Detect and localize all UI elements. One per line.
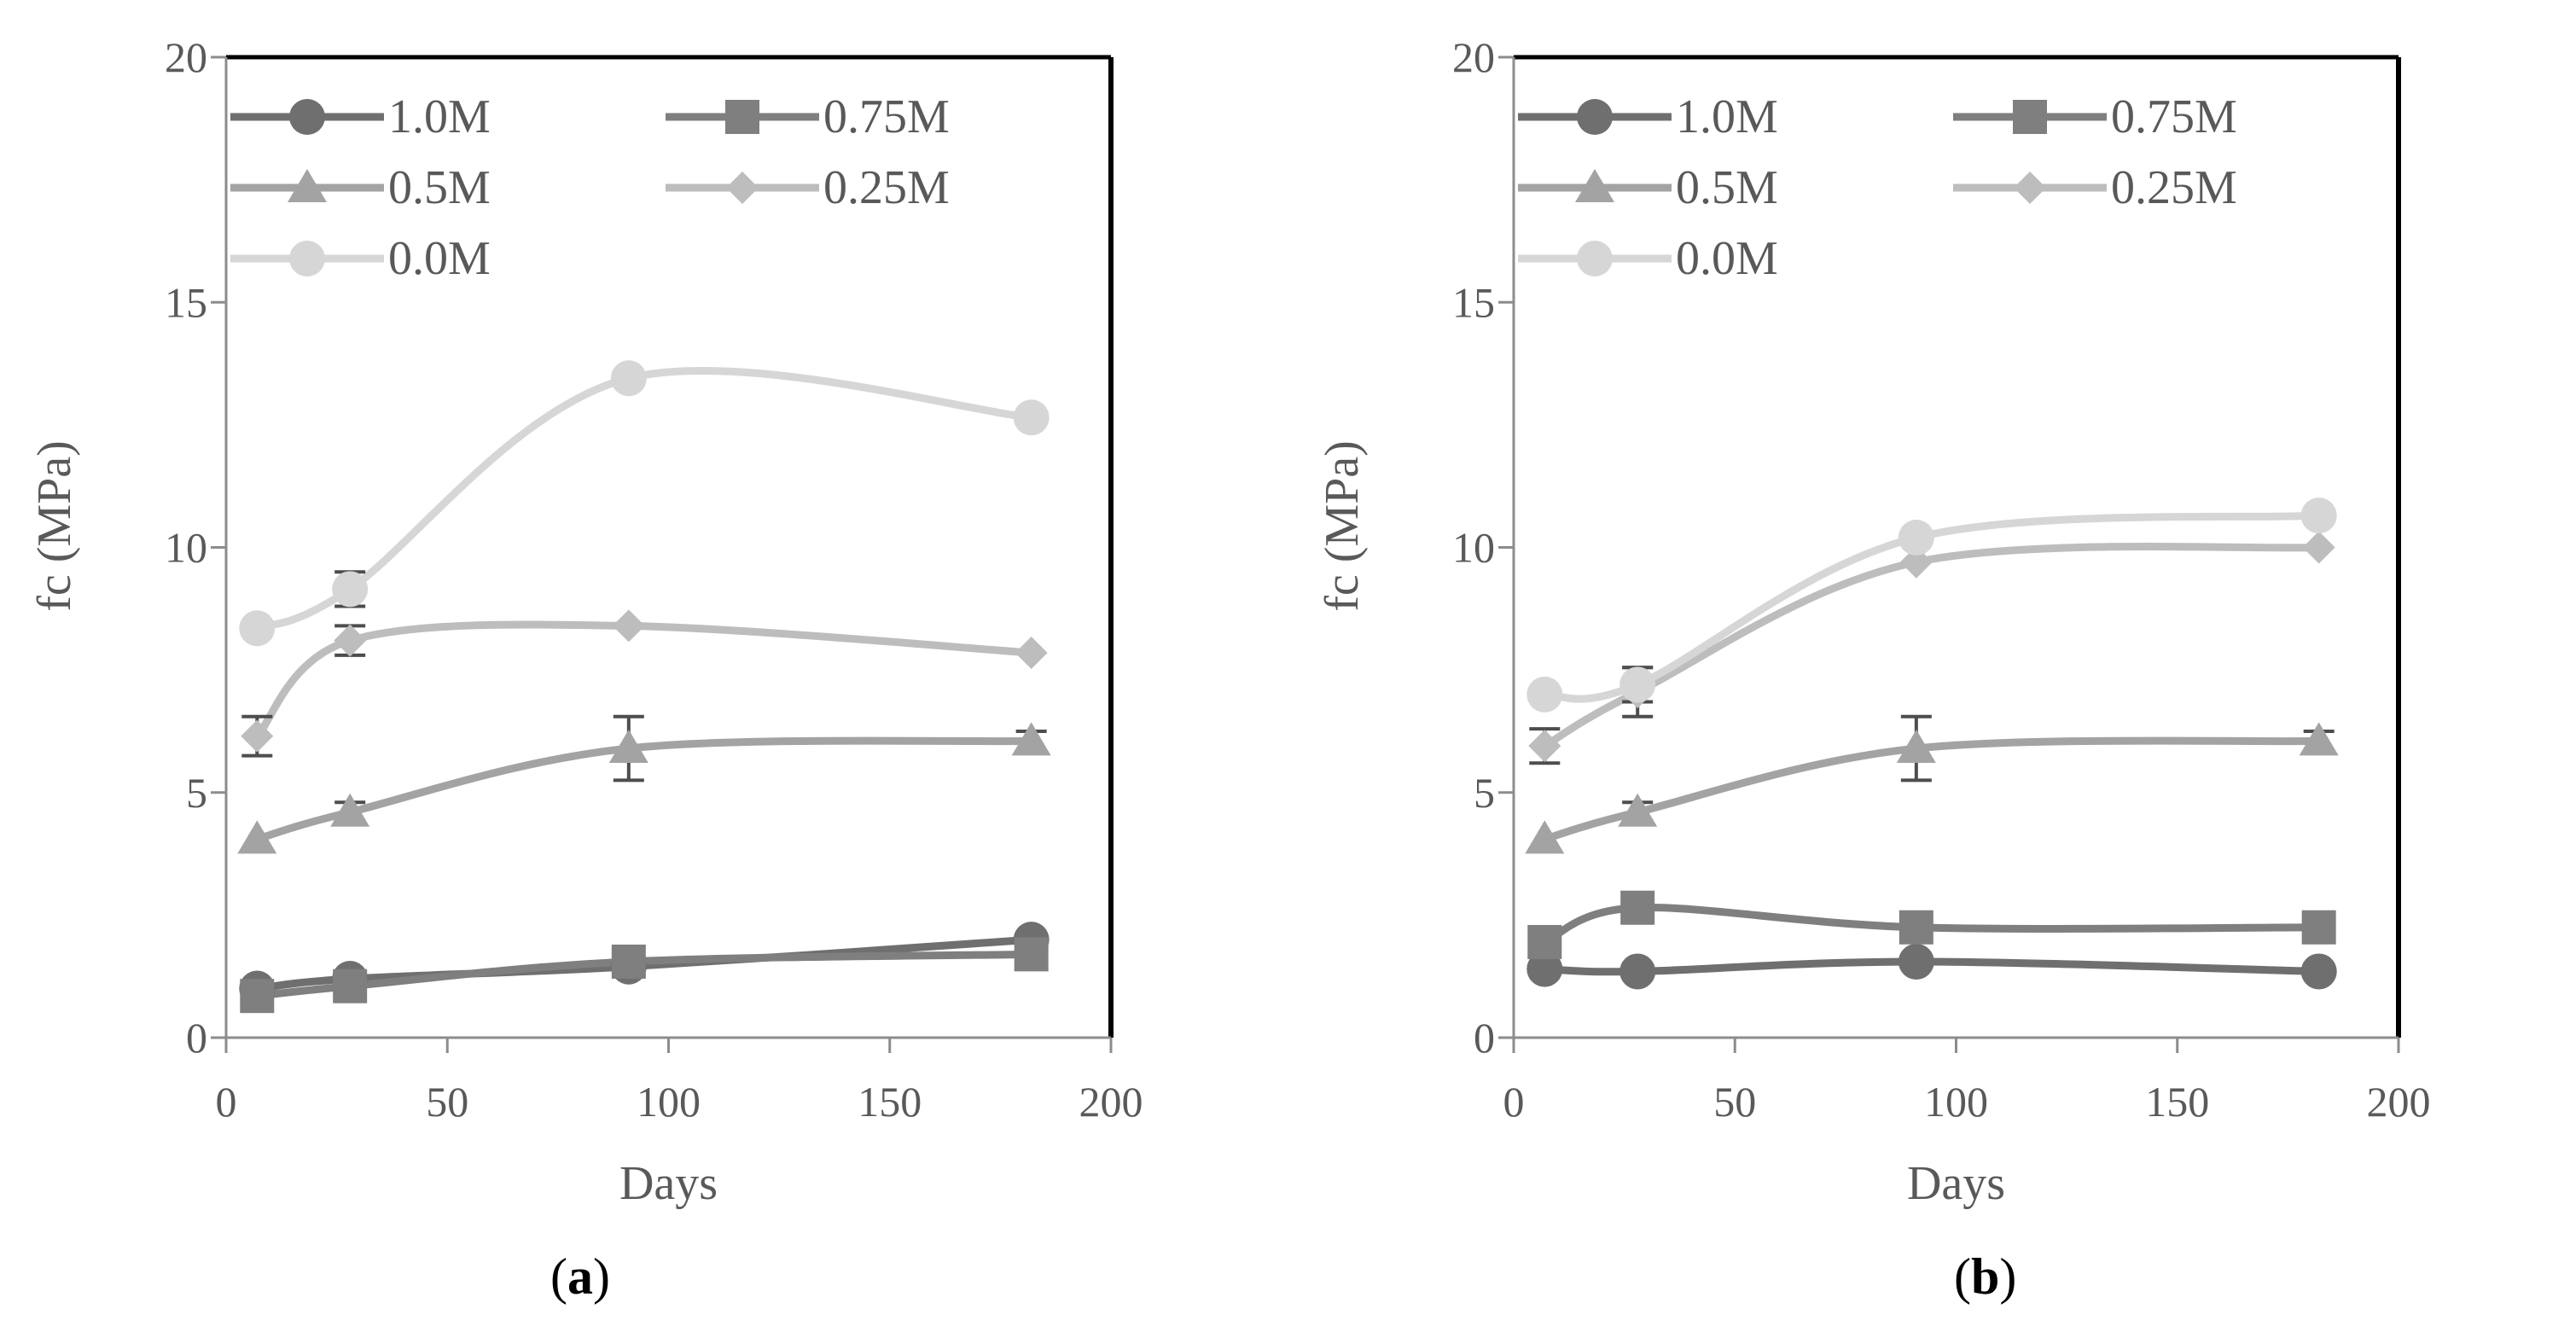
panel-b-point-1-1	[1620, 890, 1655, 925]
panel-a-y-tick-label-1: 5	[186, 769, 207, 817]
panel-a-point-4-0	[239, 610, 276, 647]
panel-b-x-axis-title: Days	[1907, 1157, 2005, 1210]
panel-b-legend-label-2: 0.5M	[1676, 161, 1778, 214]
panel-a-x-tick-label-1: 50	[426, 1078, 468, 1126]
panel-b-series-line-0	[1540, 957, 2323, 976]
panel-b-x-tick-label-0: 0	[1503, 1078, 1525, 1126]
panel-a-point-3-0	[241, 719, 274, 753]
panel-a-series-line-0	[253, 935, 1036, 993]
panel-b-legend-label-4: 0.0M	[1676, 232, 1778, 285]
panel-caption-b: (b)	[1954, 1248, 2017, 1305]
panel-a-y-tick-label-2: 10	[165, 524, 207, 572]
panel-b-point-3-0	[1528, 730, 1561, 763]
panel-b-legend-marker-0	[1577, 99, 1613, 135]
panel-a-x-tick-label-0: 0	[216, 1078, 237, 1126]
panel-b-point-2-0	[1525, 820, 1565, 854]
panel-b-point-1-0	[1527, 924, 1562, 959]
panel-a-point-2-2	[608, 730, 648, 764]
panel-a-point-4-2	[610, 360, 647, 397]
panel-a-point-1-2	[611, 944, 646, 979]
panel-a-point-2-1	[330, 793, 370, 827]
panel-a-point-1-0	[240, 979, 275, 1014]
panel-b-point-0-0	[1526, 951, 1563, 987]
panel-b-series-line-2	[1540, 736, 2323, 843]
panel-a-legend-label-4: 0.0M	[388, 232, 491, 285]
panel-a-series-line-1	[253, 950, 1036, 1000]
panel-b-point-2-1	[1618, 793, 1658, 827]
panel-b-series-line-3	[1540, 543, 2323, 750]
panel-a-legend-marker-0	[289, 99, 325, 135]
panel-a-x-tick-label-4: 200	[1079, 1078, 1143, 1126]
panel-a-point-1-3	[1014, 937, 1049, 972]
panel-b-point-3-2	[1899, 545, 1933, 579]
panel-b-point-3-3	[2302, 531, 2335, 564]
panel-a-series-line-2	[253, 736, 1036, 843]
panel-b-point-2-3	[2299, 722, 2339, 756]
panel-a-x-tick-label-3: 150	[858, 1078, 922, 1126]
panel-b-point-4-2	[1898, 520, 1934, 556]
panel-b-point-0-1	[1619, 953, 1656, 990]
panel-a-legend-label-2: 0.5M	[388, 161, 491, 214]
panel-a-point-2-0	[237, 820, 277, 854]
panel-a-point-3-2	[612, 609, 645, 643]
panel-a-point-1-1	[333, 969, 368, 1004]
panel-b-point-0-2	[1898, 943, 1934, 980]
panel-b-x-tick-label-4: 200	[2367, 1078, 2431, 1126]
panel-label-a: a	[567, 1248, 593, 1305]
panel-b-legend-marker-4	[1577, 241, 1613, 276]
panel-b-series-line-4	[1540, 511, 2323, 703]
panel-b-point-1-2	[1899, 910, 1933, 945]
panel-b-y-tick-label-1: 5	[1474, 769, 1495, 817]
panel-a-point-3-3	[1015, 637, 1048, 670]
panel-a-legend-marker-4	[289, 241, 325, 276]
panel-b-point-0-3	[2300, 953, 2337, 990]
panel-b-point-1-3	[2301, 910, 2336, 945]
panel-a-point-4-3	[1013, 399, 1050, 436]
panel-a-legend-marker-2	[288, 169, 327, 202]
panel-b-legend-marker-1	[2013, 100, 2047, 134]
panel-a-y-axis-title: fc (MPa)	[28, 440, 81, 612]
panel-a-y-tick-label-3: 15	[165, 278, 207, 326]
panel-b-y-tick-label-3: 15	[1452, 278, 1495, 326]
panel-a-y-tick-label-0: 0	[186, 1014, 207, 1062]
panel-b-x-tick-label-3: 150	[2145, 1078, 2209, 1126]
panel-caption-a: (a)	[550, 1248, 610, 1305]
panel-a-legend-marker-1	[725, 100, 759, 134]
panel-b-y-tick-label-0: 0	[1474, 1014, 1495, 1062]
panel-b-point-4-0	[1526, 676, 1563, 713]
panel-b-series-line-1	[1540, 904, 2323, 946]
panel-b-x-tick-label-1: 50	[1713, 1078, 1756, 1126]
panel-b-point-2-2	[1896, 730, 1936, 764]
panel-a-legend-label-1: 0.75M	[823, 90, 950, 143]
panel-b-y-axis-title: fc (MPa)	[1316, 440, 1369, 612]
panel-b-legend-marker-3	[2014, 172, 2046, 204]
panel-b-legend-marker-2	[1575, 169, 1614, 202]
panel-b-point-4-3	[2300, 497, 2337, 534]
panel-a-legend-label-3: 0.25M	[823, 161, 950, 214]
panel-a-legend-marker-3	[726, 172, 759, 204]
panel-a-point-3-1	[334, 624, 367, 657]
panel-b-legend-label-0: 1.0M	[1676, 90, 1778, 143]
panel-a-point-4-1	[332, 571, 369, 608]
panel-b-y-tick-label-2: 10	[1452, 524, 1495, 572]
panel-a-x-axis-title: Days	[619, 1157, 718, 1210]
panel-b-point-4-1	[1619, 666, 1656, 703]
panel-label-b: b	[1970, 1248, 2000, 1305]
panel-b-x-tick-label-2: 100	[1924, 1078, 1988, 1126]
panel-b-y-tick-label-4: 20	[1452, 33, 1495, 81]
panel-b-legend-label-3: 0.25M	[2111, 161, 2237, 214]
panel-a-series-line-4	[253, 366, 1036, 632]
panel-a-point-2-3	[1011, 722, 1051, 756]
panel-a-series-line-3	[253, 620, 1036, 741]
panel-b-legend-label-1: 0.75M	[2111, 90, 2237, 143]
panel-a-y-tick-label-4: 20	[165, 33, 207, 81]
panel-a-x-tick-label-2: 100	[637, 1078, 701, 1126]
panel-a-legend-label-0: 1.0M	[388, 90, 491, 143]
